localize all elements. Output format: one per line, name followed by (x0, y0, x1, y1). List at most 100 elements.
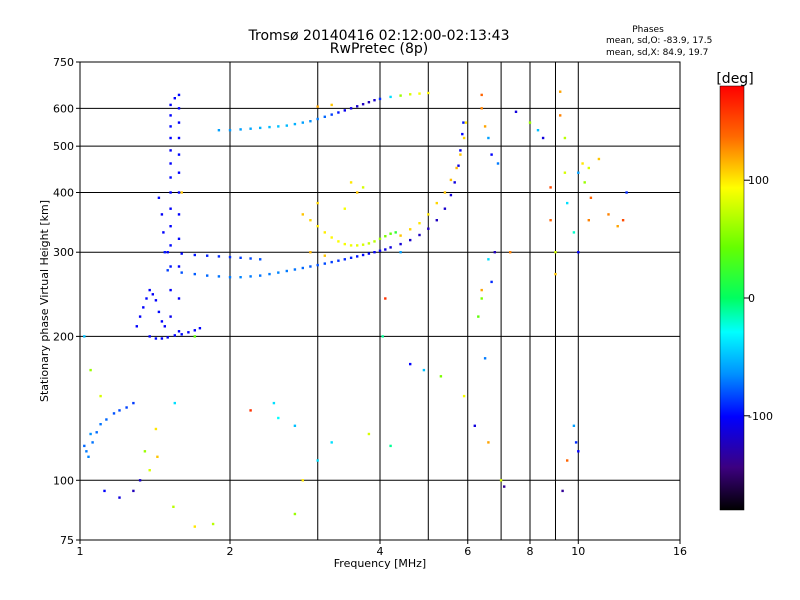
data-point (462, 394, 466, 398)
data-point (587, 219, 590, 222)
data-point (259, 274, 262, 277)
data-point (105, 418, 108, 421)
data-point (337, 259, 340, 262)
data-point (169, 288, 172, 292)
y-tick-label: 100 (53, 474, 74, 487)
data-point (135, 325, 138, 328)
y-tick-label: 300 (53, 246, 74, 259)
data-point (443, 207, 447, 210)
data-point (83, 444, 86, 448)
data-point (156, 455, 159, 458)
x-tick-label: 6 (464, 545, 471, 558)
data-point (173, 97, 176, 100)
data-point (427, 91, 430, 95)
data-point (480, 288, 483, 292)
data-point (228, 129, 232, 132)
data-point (435, 201, 438, 205)
data-point (367, 242, 371, 245)
data-point (483, 125, 487, 128)
data-point (301, 479, 304, 482)
data-point (132, 489, 135, 493)
data-point (477, 315, 480, 318)
data-point (118, 496, 121, 499)
data-point (217, 275, 221, 278)
data-point (169, 103, 172, 107)
data-point (142, 306, 145, 309)
data-point (480, 297, 483, 300)
data-point (277, 271, 280, 274)
data-point (459, 153, 462, 156)
data-point (272, 401, 276, 405)
data-point (162, 231, 165, 234)
data-point (316, 263, 319, 267)
data-point (301, 266, 304, 270)
data-point (160, 213, 164, 216)
data-point (154, 299, 158, 302)
colorbar-tick-label: 0 (748, 292, 755, 305)
colorbar-tick-label: 100 (748, 174, 769, 187)
data-point (169, 162, 172, 165)
data-point (180, 252, 183, 255)
data-point (193, 335, 196, 338)
data-point (378, 237, 382, 240)
data-point (89, 432, 92, 436)
data-point (473, 424, 476, 427)
x-axis-label: Frequency [MHz] (334, 557, 426, 570)
data-point (309, 120, 312, 123)
data-point (169, 265, 172, 268)
data-point (180, 191, 183, 194)
data-point (435, 219, 438, 222)
data-point (349, 181, 353, 184)
data-point (169, 176, 172, 179)
data-point (160, 337, 164, 340)
data-point (427, 227, 430, 230)
data-point (316, 225, 319, 228)
data-point (572, 231, 576, 234)
data-point (361, 253, 365, 257)
data-point (409, 93, 412, 96)
data-point (384, 297, 387, 300)
data-point (496, 162, 500, 165)
data-point (337, 111, 340, 114)
data-point (277, 125, 280, 128)
data-point (259, 126, 262, 130)
colorbar-label: [deg] (716, 71, 753, 87)
data-point (449, 178, 453, 182)
data-point (490, 280, 493, 284)
data-point (503, 485, 506, 488)
data-point (169, 125, 172, 128)
data-point (169, 114, 172, 117)
data-point (455, 166, 458, 170)
data-point (356, 244, 359, 247)
data-point (163, 251, 166, 254)
data-point (563, 171, 567, 174)
data-point (323, 262, 326, 265)
data-point (514, 110, 518, 113)
chart-title: Tromsø 20140416 02:12:00-02:13:43 (248, 28, 510, 44)
data-point (554, 272, 557, 276)
data-point (169, 136, 172, 140)
y-tick-label: 400 (53, 186, 74, 199)
data-point (148, 288, 151, 292)
colorbar-tick-label: -100 (748, 410, 773, 423)
data-point (367, 101, 371, 104)
data-point (459, 149, 462, 152)
data-point (389, 246, 392, 249)
data-point (409, 228, 412, 231)
data-point (464, 121, 468, 124)
data-point (337, 240, 340, 243)
data-point (399, 242, 402, 246)
data-point (356, 191, 359, 194)
data-point (293, 424, 297, 427)
data-point (554, 251, 557, 254)
data-point (583, 181, 586, 184)
data-point (309, 251, 312, 254)
data-point (268, 272, 271, 276)
data-point (349, 107, 353, 110)
data-point (293, 122, 297, 126)
data-point (621, 219, 625, 222)
data-point (480, 93, 483, 97)
data-point (301, 121, 304, 124)
data-point (323, 254, 326, 257)
